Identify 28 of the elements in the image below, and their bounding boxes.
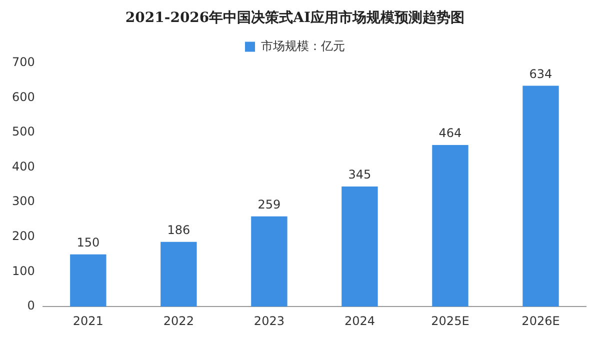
x-tick-label: 2023 [254,314,284,328]
bar [432,144,468,307]
x-tick-label: 2022 [163,314,194,328]
bar [342,186,378,307]
y-tick-label: 300 [12,194,35,208]
y-tick-label: 0 [27,298,35,313]
bar [70,254,106,307]
y-tick-label: 200 [12,229,35,244]
y-tick-label: 700 [12,54,35,69]
bar [251,216,288,307]
data-label: 345 [348,168,372,182]
data-label: 150 [76,235,100,250]
bar [160,242,197,307]
data-label: 634 [529,66,552,81]
y-tick-label: 100 [12,264,35,278]
y-tick-label: 400 [12,159,35,174]
x-tick-label: 2025E [431,314,470,328]
x-tick-label: 2021 [72,314,104,328]
chart-title: 2021-2026年中国决策式AI应用市场规模预测趋势图 [125,9,465,26]
y-tick-label: 500 [12,124,35,139]
data-label: 259 [258,198,281,212]
x-tick-label: 2026E [522,314,560,328]
data-label: 464 [438,126,462,140]
data-label: 186 [167,222,190,237]
y-tick-label: 600 [12,90,35,104]
x-tick-label: 2024 [344,314,375,328]
legend-label: 市场规模：亿元 [261,38,345,53]
bar [522,86,559,307]
